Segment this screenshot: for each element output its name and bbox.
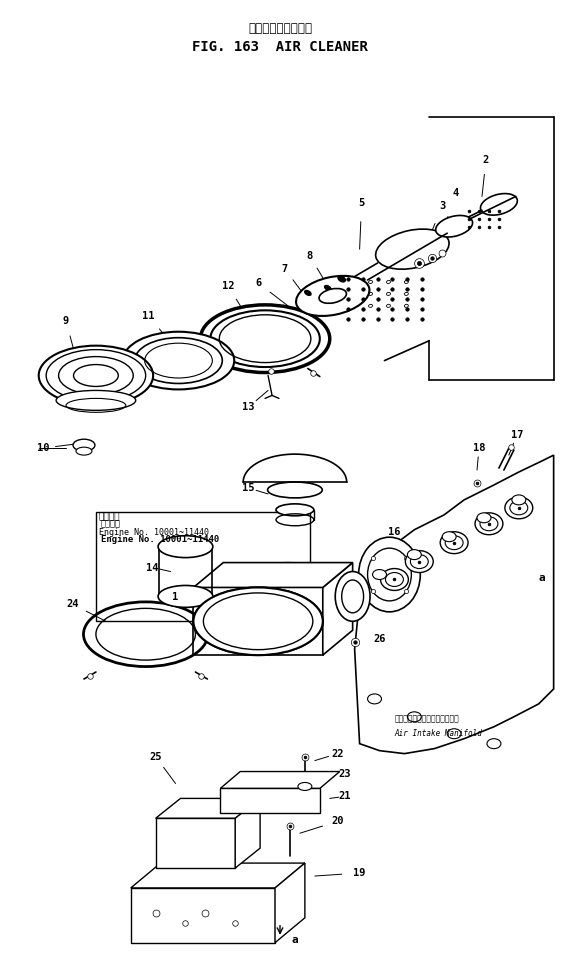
Text: 8: 8 [307, 251, 313, 261]
Ellipse shape [200, 305, 330, 372]
Ellipse shape [442, 532, 456, 541]
Text: a: a [292, 935, 298, 944]
Text: Air Intake Manifold: Air Intake Manifold [394, 729, 482, 738]
Text: 20: 20 [332, 817, 344, 826]
Text: 3: 3 [439, 202, 445, 211]
Text: Engine No. 10001~11440: Engine No. 10001~11440 [101, 535, 219, 543]
Text: 15: 15 [242, 483, 254, 493]
Text: 22: 22 [332, 749, 344, 758]
Ellipse shape [194, 587, 323, 655]
Ellipse shape [296, 276, 370, 316]
Polygon shape [155, 798, 260, 818]
Bar [96, 512, 310, 622]
Text: Engine No. 10001~11440: Engine No. 10001~11440 [99, 528, 209, 537]
Text: a: a [539, 572, 545, 583]
Polygon shape [155, 818, 235, 868]
Ellipse shape [376, 229, 449, 269]
Text: 25: 25 [149, 752, 162, 761]
Ellipse shape [477, 513, 491, 522]
Text: 10: 10 [37, 443, 49, 453]
Ellipse shape [298, 782, 312, 791]
Text: 23: 23 [338, 769, 351, 778]
Ellipse shape [158, 585, 213, 607]
Text: 18: 18 [473, 443, 485, 453]
Ellipse shape [223, 562, 353, 630]
Ellipse shape [373, 569, 387, 580]
Text: 1: 1 [172, 592, 178, 603]
Text: 17: 17 [511, 430, 523, 440]
Ellipse shape [475, 513, 503, 535]
Text: 11: 11 [142, 310, 155, 321]
Polygon shape [275, 863, 305, 943]
Ellipse shape [158, 536, 213, 558]
Ellipse shape [325, 286, 331, 290]
Ellipse shape [73, 439, 95, 451]
Ellipse shape [135, 338, 222, 384]
Ellipse shape [407, 711, 421, 722]
Polygon shape [355, 456, 554, 753]
Text: 12: 12 [222, 281, 234, 291]
Ellipse shape [46, 350, 146, 401]
Ellipse shape [194, 587, 323, 655]
Ellipse shape [358, 538, 420, 612]
Text: 26: 26 [373, 634, 386, 645]
Polygon shape [208, 616, 353, 641]
Polygon shape [220, 772, 340, 789]
Ellipse shape [440, 532, 468, 554]
Text: エアー　クリーナ．: エアー クリーナ． [248, 22, 312, 35]
Ellipse shape [39, 346, 153, 405]
Text: 適用番号: 適用番号 [99, 513, 121, 521]
Ellipse shape [407, 550, 421, 560]
Ellipse shape [56, 391, 136, 411]
Ellipse shape [276, 504, 314, 516]
Ellipse shape [268, 482, 322, 498]
Text: 7: 7 [282, 264, 288, 274]
Text: エアーインタークマニホールド: エアーインタークマニホールド [394, 715, 459, 724]
Ellipse shape [123, 331, 234, 390]
Polygon shape [131, 888, 275, 943]
Ellipse shape [505, 497, 533, 519]
Ellipse shape [406, 551, 433, 573]
Ellipse shape [335, 571, 370, 622]
Text: 13: 13 [242, 402, 254, 413]
Polygon shape [235, 798, 260, 868]
Ellipse shape [447, 729, 461, 739]
Ellipse shape [319, 288, 347, 304]
Text: 24: 24 [67, 600, 79, 609]
Text: 19: 19 [353, 868, 366, 878]
Ellipse shape [305, 290, 311, 295]
Text: 16: 16 [388, 527, 401, 537]
Ellipse shape [487, 739, 501, 749]
Text: 9: 9 [63, 316, 69, 326]
Polygon shape [220, 789, 320, 814]
Polygon shape [323, 562, 353, 655]
Ellipse shape [380, 568, 408, 590]
Text: 適用番号: 適用番号 [101, 520, 121, 529]
Ellipse shape [367, 694, 381, 704]
Polygon shape [194, 562, 353, 587]
Polygon shape [194, 587, 323, 655]
Text: 14: 14 [146, 562, 159, 573]
Ellipse shape [338, 276, 346, 282]
Ellipse shape [76, 447, 92, 456]
Ellipse shape [210, 310, 320, 367]
Ellipse shape [512, 495, 526, 505]
Ellipse shape [436, 216, 472, 237]
Polygon shape [131, 863, 305, 888]
Text: FIG. 163  AIR CLEANER: FIG. 163 AIR CLEANER [192, 40, 368, 54]
Text: 2: 2 [483, 155, 489, 164]
Text: 6: 6 [255, 278, 261, 288]
Text: 5: 5 [358, 199, 365, 208]
Text: 4: 4 [452, 188, 458, 199]
Text: 21: 21 [338, 792, 351, 801]
